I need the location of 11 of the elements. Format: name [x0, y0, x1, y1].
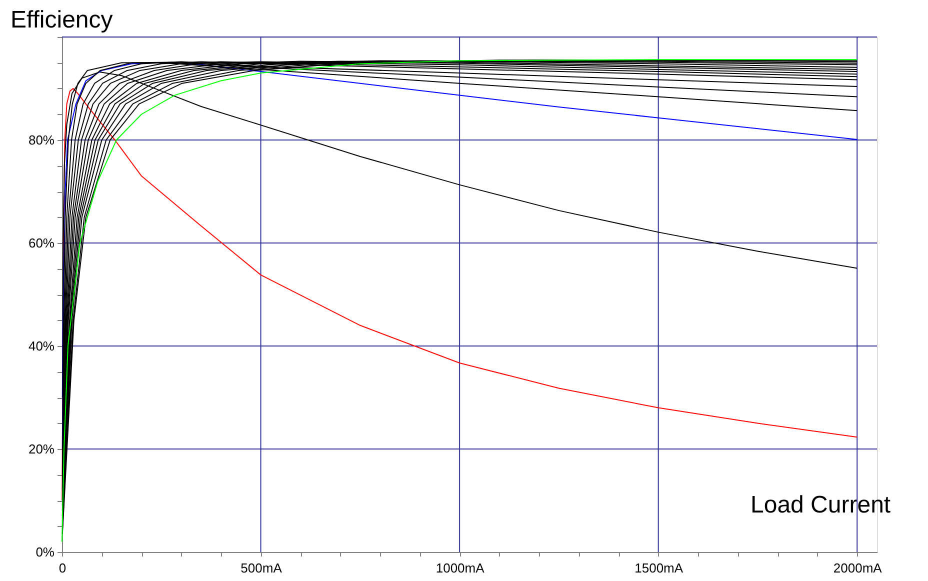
y-tick-label: 20%: [28, 442, 55, 456]
y-tick-label: 40%: [28, 338, 55, 354]
y-tick-label: 60%: [28, 236, 55, 250]
y-axis-title: Efficiency: [10, 6, 113, 34]
y-tick-label: 80%: [28, 132, 55, 148]
x-tick-label: 2000mA: [833, 560, 882, 576]
x-tick-label: 0: [58, 560, 66, 576]
y-tick-label: 0%: [36, 544, 55, 560]
x-tick-label: 1500mA: [634, 560, 684, 576]
x-tick-label: 500mA: [240, 560, 282, 576]
x-tick-label: 1000mA: [436, 560, 485, 576]
